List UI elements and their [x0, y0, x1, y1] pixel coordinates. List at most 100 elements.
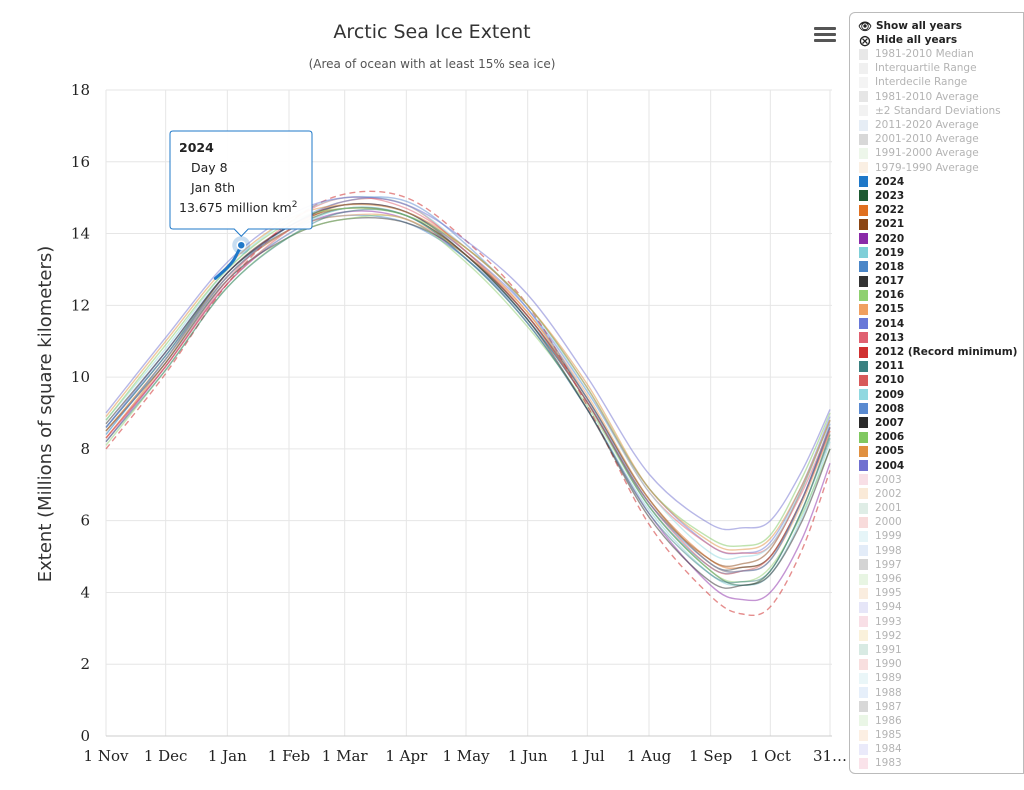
legend-swatch: [859, 460, 868, 472]
legend-swatch: [859, 62, 868, 74]
legend-swatch: [859, 516, 868, 528]
legend-swatch: [859, 247, 868, 259]
x-tick-label: 1 Nov: [84, 747, 129, 765]
legend-item[interactable]: 2020: [850, 231, 1023, 245]
legend-item[interactable]: 2000: [850, 515, 1023, 529]
legend-item[interactable]: 2014: [850, 317, 1023, 331]
legend-swatch: [859, 488, 868, 500]
legend-item[interactable]: 1981-2010 Median: [850, 47, 1023, 61]
hover-point[interactable]: [236, 240, 247, 250]
tooltip-value-text: 13.675 million km: [179, 200, 292, 215]
legend-item[interactable]: 1983: [850, 756, 1023, 770]
legend-item[interactable]: 2008: [850, 402, 1023, 416]
eye-slash-icon: ⨂: [859, 33, 871, 47]
legend-item[interactable]: 1999: [850, 529, 1023, 543]
legend-swatch: [859, 91, 868, 103]
legend-item[interactable]: 2011-2020 Average: [850, 118, 1023, 132]
legend-label: 2012 (Record minimum): [875, 346, 1018, 359]
hamburger-menu-icon[interactable]: [814, 24, 836, 44]
legend-item[interactable]: 2007: [850, 416, 1023, 430]
legend-item[interactable]: 2016: [850, 288, 1023, 302]
legend-swatch: [859, 658, 868, 670]
legend-item[interactable]: 2022: [850, 203, 1023, 217]
legend-item[interactable]: 1991-2000 Average: [850, 146, 1023, 160]
legend-item[interactable]: 2001-2010 Average: [850, 132, 1023, 146]
legend-item[interactable]: 1990: [850, 657, 1023, 671]
legend-item[interactable]: 2001: [850, 501, 1023, 515]
legend-label: 1988: [875, 686, 902, 699]
legend-label: 1991-2000 Average: [875, 147, 979, 160]
series-2024[interactable]: [213, 236, 251, 280]
legend-item[interactable]: 2002: [850, 487, 1023, 501]
legend-item[interactable]: 2003: [850, 473, 1023, 487]
legend-item[interactable]: 1986: [850, 714, 1023, 728]
legend-label: 2011-2020 Average: [875, 119, 979, 132]
series-line-2004[interactable]: [105, 196, 831, 531]
legend-label: 1991: [875, 643, 902, 656]
legend-item[interactable]: 2012 (Record minimum): [850, 345, 1023, 359]
series-line-2011[interactable]: [105, 208, 831, 584]
legend-item[interactable]: 1988: [850, 685, 1023, 699]
x-tick-label: 1 Mar: [322, 747, 369, 765]
legend-item[interactable]: 2023: [850, 189, 1023, 203]
legend-item[interactable]: 1981-2010 Average: [850, 90, 1023, 104]
legend-item[interactable]: 1987: [850, 700, 1023, 714]
legend-item[interactable]: 2024: [850, 175, 1023, 189]
x-tick-label: 1 Jul: [570, 747, 605, 765]
legend-item[interactable]: 1984: [850, 742, 1023, 756]
legend-item[interactable]: 1997: [850, 558, 1023, 572]
legend-label: 1992: [875, 629, 902, 642]
legend-item[interactable]: 2009: [850, 388, 1023, 402]
x-tick-label: 1 Feb: [268, 747, 310, 765]
legend-swatch: [859, 360, 868, 372]
series-line-2024[interactable]: [213, 243, 243, 280]
legend-item[interactable]: 2004: [850, 458, 1023, 472]
legend-swatch: [859, 587, 868, 599]
legend-item[interactable]: 2005: [850, 444, 1023, 458]
legend-item[interactable]: 1994: [850, 600, 1023, 614]
legend-item[interactable]: 2010: [850, 373, 1023, 387]
legend-item[interactable]: Interdecile Range: [850, 75, 1023, 89]
legend-label: 2010: [875, 374, 905, 387]
legend-swatch: [859, 672, 868, 684]
legend-label: 1981-2010 Median: [875, 48, 974, 61]
series-line-2010[interactable]: [105, 197, 831, 575]
legend-item[interactable]: 2015: [850, 302, 1023, 316]
y-tick-label: 16: [71, 153, 90, 171]
legend-item[interactable]: 1996: [850, 572, 1023, 586]
legend-swatch: [859, 743, 868, 755]
legend-item[interactable]: 2021: [850, 217, 1023, 231]
legend-item[interactable]: 1995: [850, 586, 1023, 600]
legend-item[interactable]: 1991: [850, 643, 1023, 657]
legend-item[interactable]: 2011: [850, 359, 1023, 373]
legend-item[interactable]: 1989: [850, 671, 1023, 685]
legend-item[interactable]: 1985: [850, 728, 1023, 742]
legend-swatch: [859, 616, 868, 628]
x-tick-label: 1 Jan: [208, 747, 247, 765]
legend-item[interactable]: 1992: [850, 629, 1023, 643]
legend-label: 2006: [875, 431, 905, 444]
hide-all-years-button[interactable]: ⨂ Hide all years: [850, 33, 1023, 47]
x-tick-label: 1 Oct: [750, 747, 791, 765]
legend-swatch: [859, 289, 868, 301]
legend-item[interactable]: 1979-1990 Average: [850, 161, 1023, 175]
legend-swatch: [859, 545, 868, 557]
series-line-2008[interactable]: [105, 196, 831, 573]
menu-bar: [814, 39, 836, 42]
legend-item[interactable]: 1993: [850, 615, 1023, 629]
legend-item[interactable]: 2013: [850, 331, 1023, 345]
legend-item[interactable]: 2017: [850, 274, 1023, 288]
legend-item[interactable]: Interquartile Range: [850, 61, 1023, 75]
legend-item[interactable]: 2019: [850, 246, 1023, 260]
show-all-years-button[interactable]: 👁 Show all years: [850, 19, 1023, 33]
legend-item[interactable]: 2018: [850, 260, 1023, 274]
chart-title: Arctic Sea Ice Extent: [333, 21, 530, 43]
y-tick-label: 8: [80, 440, 90, 458]
legend-label: 2001: [875, 502, 902, 515]
legend-item[interactable]: 2006: [850, 430, 1023, 444]
legend-item[interactable]: 1998: [850, 544, 1023, 558]
series-line-2007[interactable]: [105, 203, 831, 589]
legend-item[interactable]: ±2 Standard Deviations: [850, 104, 1023, 118]
legend-swatch: [859, 204, 868, 216]
